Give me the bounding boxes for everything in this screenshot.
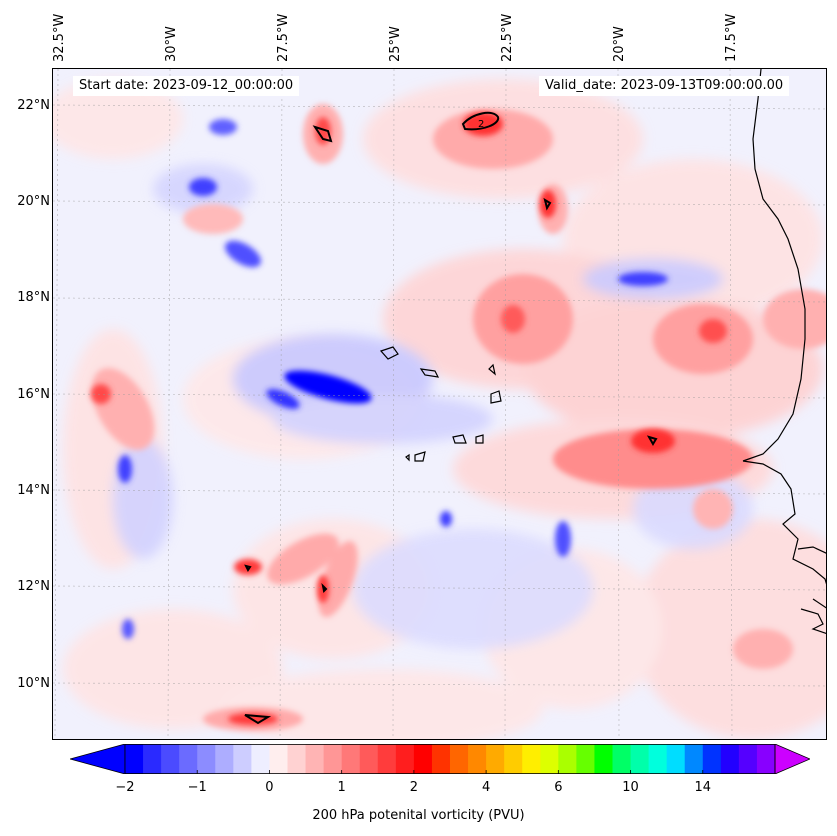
- lon-label: 20°W: [612, 26, 627, 62]
- pv-2-contours: [244, 111, 658, 725]
- colorbar-segment: [359, 744, 379, 774]
- colorbar-segment: [522, 744, 541, 774]
- lon-label: 27.5°W: [276, 13, 291, 62]
- colorbar-extend-low: [68, 743, 126, 775]
- lon-label: 22.5°W: [500, 13, 515, 62]
- colorbar-segment: [125, 744, 144, 774]
- lon-label: 17.5°W: [724, 13, 739, 62]
- lat-label: 10°N: [17, 676, 50, 691]
- colorbar-tick-label: 1: [337, 780, 346, 795]
- colorbar-svg: [68, 743, 812, 775]
- colorbar-segment: [431, 744, 451, 774]
- lat-label: 16°N: [17, 387, 50, 402]
- contour-value-label: 2: [478, 119, 484, 130]
- lat-label: 18°N: [17, 290, 50, 305]
- colorbar-tick-label: 2: [409, 780, 419, 795]
- colorbar-extend-high: [774, 743, 812, 775]
- colorbar-segment: [341, 744, 361, 774]
- colorbar-segment: [233, 744, 252, 774]
- lon-label: 30°W: [164, 26, 179, 62]
- lat-label: 22°N: [17, 98, 50, 113]
- lat-label: 20°N: [17, 194, 50, 209]
- colorbar-segment: [540, 744, 559, 774]
- pv-field-map: 2: [53, 69, 826, 739]
- colorbar-tick-label: 0: [265, 780, 274, 795]
- colorbar-segment: [161, 744, 180, 774]
- colorbar-segment: [486, 744, 505, 774]
- colorbar-segment: [684, 744, 704, 774]
- colorbar-segment: [395, 744, 415, 774]
- colorbar-segment: [305, 744, 325, 774]
- pv-strong-negative-cores: [118, 119, 668, 639]
- colorbar-segment: [143, 744, 162, 774]
- colorbar-tick-label: −2: [115, 780, 135, 795]
- lon-label: 25°W: [388, 26, 403, 62]
- colorbar-segment: [450, 744, 469, 774]
- colorbar-segment: [179, 744, 198, 774]
- colorbar-segment: [269, 744, 288, 774]
- colorbar-segment: [648, 744, 668, 774]
- colorbar-segment: [666, 744, 686, 774]
- colorbar-tick-label: 4: [481, 780, 491, 795]
- colorbar-segment: [504, 744, 523, 774]
- colorbar-label: 200 hPa potenital vorticity (PVU): [312, 808, 525, 823]
- colorbar-segment: [558, 744, 577, 774]
- lat-label: 14°N: [17, 483, 50, 498]
- colorbar-segment: [630, 744, 650, 774]
- colorbar-segment: [738, 744, 758, 774]
- colorbar-segment: [720, 744, 740, 774]
- colorbar-segment: [576, 744, 595, 774]
- colorbar-segment: [251, 744, 270, 774]
- colorbar-segment: [215, 744, 234, 774]
- colorbar-tick-label: 6: [554, 780, 563, 795]
- colorbar-segment: [612, 744, 632, 774]
- map-plot-area: 2: [52, 68, 827, 740]
- valid-date-label: Valid_date: 2023-09-13T09:00:00.00: [539, 76, 790, 96]
- colorbar-segment: [323, 744, 343, 774]
- colorbar-segment: [197, 744, 216, 774]
- lat-label: 12°N: [17, 579, 50, 594]
- colorbar-segment: [377, 744, 397, 774]
- map-gridlines: [53, 69, 826, 739]
- colorbar-segment: [702, 744, 722, 774]
- coastline: [379, 69, 826, 634]
- colorbar-tick-label: −1: [187, 780, 207, 795]
- colorbar-tick-label: 14: [694, 780, 712, 795]
- colorbar: [68, 743, 812, 775]
- colorbar-segment: [287, 744, 307, 774]
- colorbar-segment: [756, 744, 776, 774]
- colorbar-segment: [413, 744, 433, 774]
- lon-label: 32.5°W: [52, 13, 67, 62]
- start-date-label: Start date: 2023-09-12_00:00:00: [73, 76, 300, 96]
- colorbar-segment: [468, 744, 487, 774]
- colorbar-segment: [594, 744, 613, 774]
- colorbar-border: [124, 744, 776, 775]
- colorbar-tick-label: 10: [622, 780, 639, 795]
- pv-medium-positive-areas: [91, 104, 826, 731]
